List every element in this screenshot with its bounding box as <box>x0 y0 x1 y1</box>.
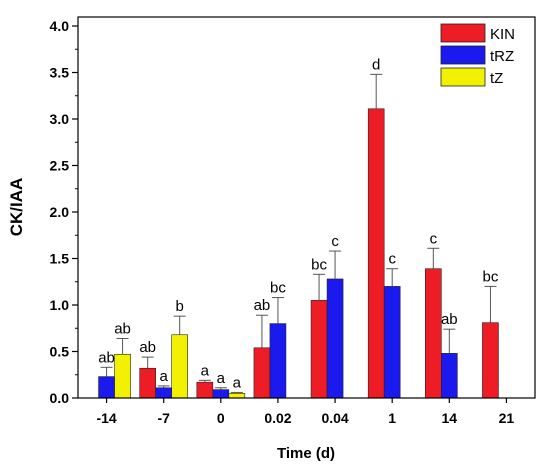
significance-label: bc <box>483 268 499 285</box>
significance-label: ab <box>98 349 115 366</box>
bar-kin <box>196 381 214 399</box>
x-tick-label: 0.02 <box>264 410 291 426</box>
significance-label: ab <box>441 311 458 328</box>
significance-label: b <box>176 298 184 315</box>
bar-kin <box>310 300 328 399</box>
significance-label: a <box>217 370 226 387</box>
significance-label: d <box>372 56 380 73</box>
significance-label: c <box>388 251 396 268</box>
significance-label: bc <box>311 256 327 273</box>
significance-label: a <box>160 368 169 385</box>
significance-label: ab <box>139 339 156 356</box>
bar-trz <box>326 278 344 399</box>
bar-trz <box>441 353 458 399</box>
bar-kin <box>425 268 442 399</box>
x-tick-label: 14 <box>442 410 458 426</box>
bar-kin <box>482 322 499 399</box>
y-tick-label: 0.0 <box>50 390 70 406</box>
bar-kin <box>253 347 271 399</box>
significance-label: a <box>201 362 210 379</box>
x-tick-label: -7 <box>157 410 170 426</box>
x-tick-label: -14 <box>96 410 116 426</box>
bar-trz <box>98 376 115 399</box>
legend-label-kin: KIN <box>490 26 515 43</box>
bar-trz <box>383 286 401 399</box>
bar-kin <box>139 367 156 399</box>
x-tick-label: 0.04 <box>321 410 348 426</box>
significance-label: a <box>233 374 242 391</box>
y-tick-label: 2.0 <box>50 204 70 220</box>
x-axis-title: Time (d) <box>277 445 335 462</box>
significance-label: c <box>331 233 339 250</box>
plot-frame <box>77 16 536 399</box>
legend-label-trz: tRZ <box>490 48 514 65</box>
y-axis-title: CK/IAA <box>7 178 26 237</box>
bar-tz <box>171 334 188 399</box>
significance-label: bc <box>270 280 286 297</box>
y-tick-label: 1.0 <box>50 297 70 313</box>
y-tick-label: 0.5 <box>50 344 70 360</box>
x-tick-label: 1 <box>388 410 396 426</box>
axes: 0.0 0.5 1.0 1.5 2.0 2.5 3.0 3.5 4.0 -14 -7 0 0.02 0.0… <box>50 18 515 426</box>
legend-label-tz: tZ <box>490 70 503 87</box>
y-tick-label: 2.5 <box>50 158 70 174</box>
legend-swatch-tz <box>440 67 486 87</box>
x-tick-label: 21 <box>499 410 515 426</box>
legend: KIN tRZ tZ <box>440 23 515 87</box>
bar-trz <box>269 323 287 399</box>
legend-swatch-trz <box>440 45 486 65</box>
y-tick-label: 1.5 <box>50 251 70 267</box>
bar-trz <box>155 387 172 399</box>
bar-trz <box>212 389 230 399</box>
significance-label: c <box>430 230 438 247</box>
bar-kin <box>367 108 385 399</box>
significance-label: ab <box>254 297 271 314</box>
y-tick-label: 3.0 <box>50 111 70 127</box>
y-tick-label: 4.0 <box>50 18 70 34</box>
y-tick-label: 3.5 <box>50 65 70 81</box>
significance-label: ab <box>114 320 131 337</box>
bar-tz <box>228 393 246 399</box>
x-tick-label: 0 <box>217 410 225 426</box>
bar-tz <box>114 353 131 399</box>
legend-swatch-kin <box>440 23 486 43</box>
